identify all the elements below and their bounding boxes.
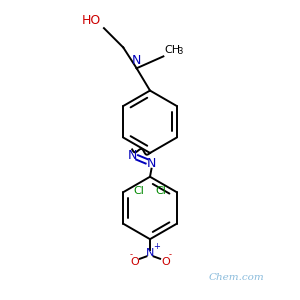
Text: +: + (154, 242, 160, 251)
Text: Cl: Cl (134, 186, 144, 196)
Text: CH: CH (165, 45, 181, 55)
Text: N: N (146, 248, 154, 258)
Text: 3: 3 (178, 47, 183, 56)
Text: HO: HO (82, 14, 101, 27)
Text: -: - (168, 250, 171, 260)
Text: Chem.com: Chem.com (208, 273, 264, 282)
Text: Cl: Cl (156, 186, 167, 196)
Text: O: O (130, 257, 139, 267)
Text: -: - (129, 250, 132, 260)
Text: N: N (132, 54, 141, 67)
Text: N: N (128, 149, 137, 162)
Text: N: N (147, 157, 156, 170)
Text: O: O (161, 257, 170, 267)
